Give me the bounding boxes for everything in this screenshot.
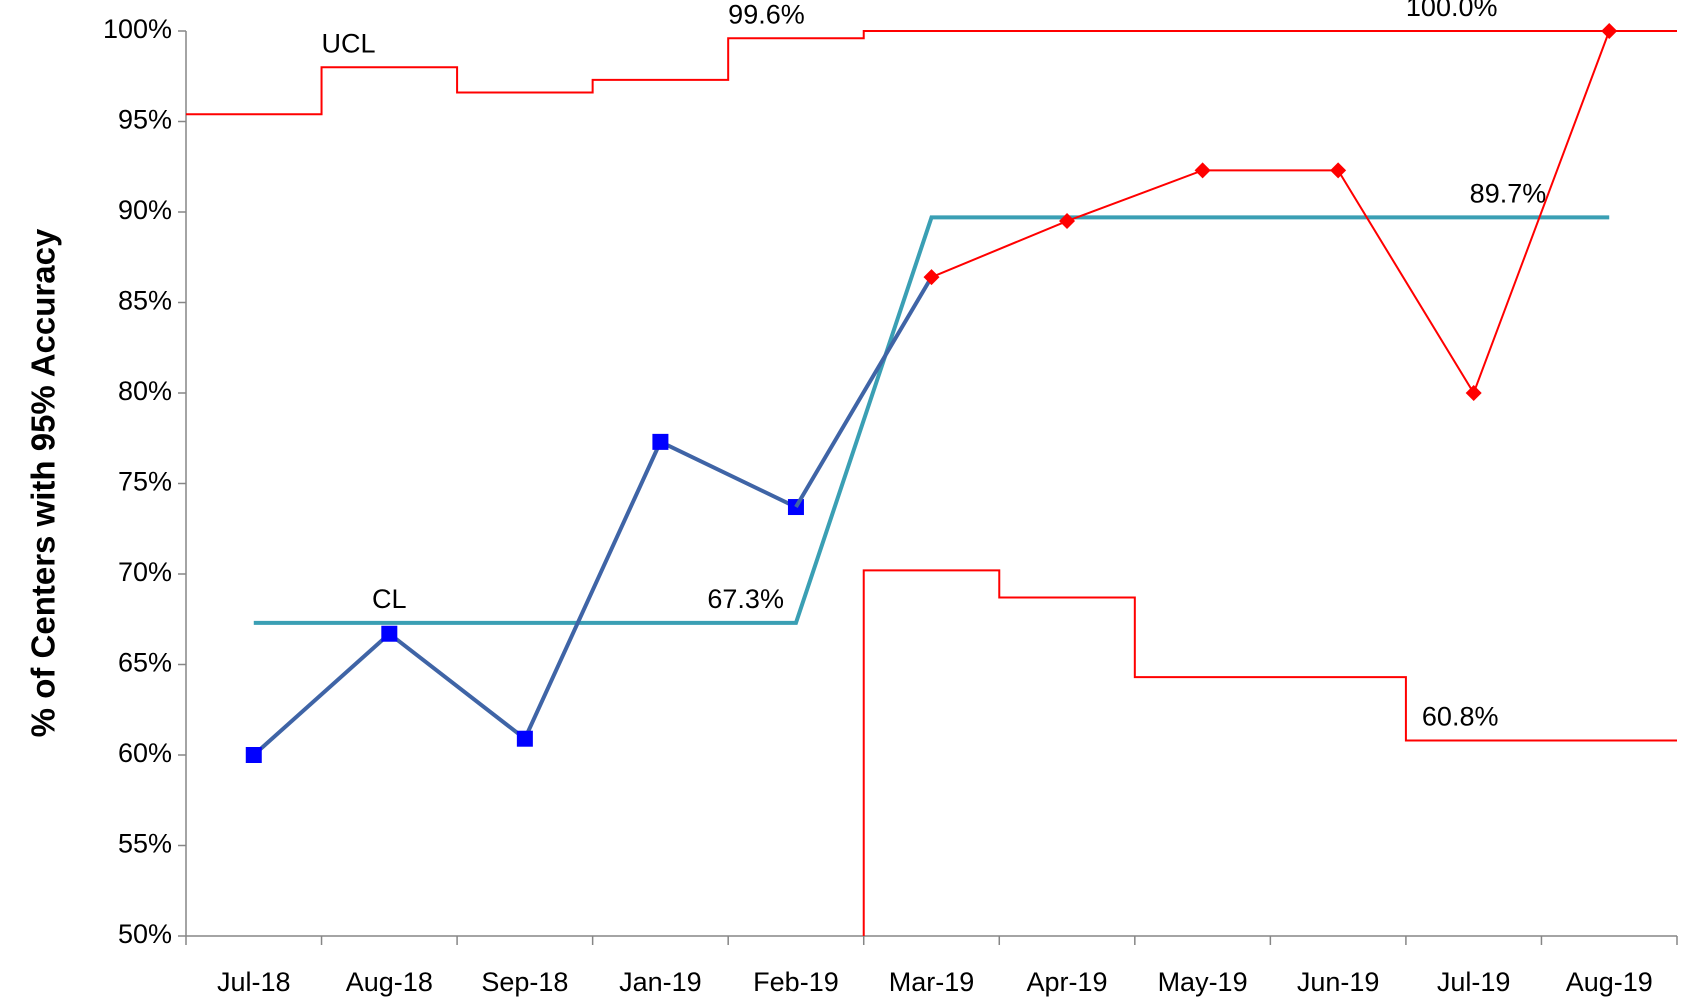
step-line bbox=[186, 30, 1677, 116]
y-tick-label: 75% bbox=[118, 467, 172, 497]
marker bbox=[516, 730, 533, 747]
y-axis-label: % of Centers with 95% Accuracy bbox=[25, 228, 62, 737]
connector bbox=[794, 276, 934, 509]
y-tick-label: 90% bbox=[118, 195, 172, 225]
y-tick-label: 80% bbox=[118, 376, 172, 406]
x-tick-label: Jul-18 bbox=[217, 967, 291, 997]
marker bbox=[245, 747, 262, 763]
y-tick-label: 85% bbox=[118, 286, 172, 316]
x-tick-label: May-19 bbox=[1158, 967, 1248, 997]
marker bbox=[381, 625, 398, 642]
marker bbox=[1601, 23, 1618, 39]
x-tick-label: Apr-19 bbox=[1027, 967, 1108, 997]
x-tick-label: Feb-19 bbox=[753, 967, 839, 997]
y-tick-label: 100% bbox=[103, 14, 172, 44]
x-tick-label: Jul-19 bbox=[1437, 967, 1511, 997]
y-tick-label: 60% bbox=[118, 738, 172, 768]
x-tick-label: Aug-18 bbox=[346, 967, 433, 997]
marker bbox=[1194, 162, 1211, 179]
x-tick-label: Aug-19 bbox=[1566, 967, 1653, 997]
value-label: 99.6% bbox=[728, 0, 805, 29]
value-label: 60.8% bbox=[1422, 702, 1499, 732]
x-tick-label: Jun-19 bbox=[1297, 967, 1380, 997]
marker bbox=[1059, 213, 1076, 230]
marker bbox=[1465, 385, 1482, 401]
series-label: CL bbox=[372, 584, 407, 614]
step-line bbox=[862, 569, 1677, 936]
line bbox=[253, 215, 1610, 625]
line bbox=[931, 30, 1611, 396]
x-tick-label: Sep-18 bbox=[481, 967, 568, 997]
marker bbox=[923, 269, 940, 286]
y-tick-label: 50% bbox=[118, 919, 172, 949]
x-tick-label: Jan-19 bbox=[619, 967, 702, 997]
marker bbox=[652, 433, 669, 450]
value-label: 89.7% bbox=[1470, 179, 1547, 209]
value-label: 100.0% bbox=[1406, 0, 1498, 22]
y-tick-label: 70% bbox=[118, 557, 172, 587]
x-tick-label: Mar-19 bbox=[889, 967, 975, 997]
series-label: UCL bbox=[322, 28, 376, 58]
marker bbox=[1330, 162, 1347, 179]
y-tick-label: 55% bbox=[118, 829, 172, 859]
y-tick-label: 65% bbox=[118, 648, 172, 678]
y-tick-label: 95% bbox=[118, 105, 172, 135]
value-label: 67.3% bbox=[707, 584, 784, 614]
